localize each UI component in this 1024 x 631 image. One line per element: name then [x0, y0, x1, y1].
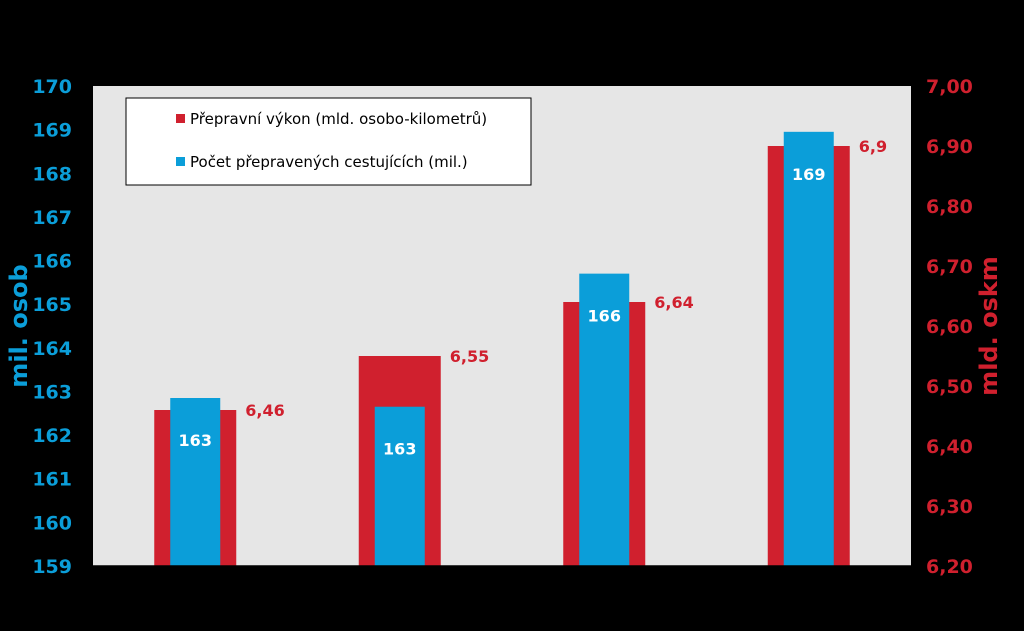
right-tick-label: 6,80	[926, 196, 973, 218]
left-tick-label: 162	[32, 425, 72, 447]
bar-passenger-count	[579, 273, 630, 566]
left-tick-label: 168	[32, 163, 72, 185]
data-label-passengers: 169	[792, 165, 825, 184]
legend-label-passengers: Počet přepravených cestujících (mil.)	[190, 153, 468, 171]
right-axis-ticks: 6,20 6,30 6,40 6,50 6,60 6,70 6,80 6,90 7,00	[926, 76, 973, 578]
left-tick-label: 169	[32, 120, 72, 142]
data-label-performance: 6,9	[859, 137, 887, 156]
right-tick-label: 6,30	[926, 496, 973, 518]
data-labels: 6,46 163 6,55 163 6,64 166 6,9 169	[179, 137, 888, 459]
legend-swatch-red	[176, 114, 185, 123]
data-label-passengers: 166	[588, 307, 621, 326]
left-tick-label: 159	[32, 556, 72, 578]
data-label-performance: 6,46	[245, 401, 284, 420]
left-axis-title: mil. osob	[5, 264, 33, 387]
left-tick-label: 160	[32, 512, 72, 534]
right-tick-label: 6,60	[926, 316, 973, 338]
legend: Přepravní výkon (mld. osobo-kilometrů) P…	[125, 97, 532, 186]
right-tick-label: 6,50	[926, 376, 973, 398]
legend-box	[125, 97, 532, 186]
left-tick-label: 170	[32, 76, 72, 98]
left-tick-label: 164	[32, 338, 72, 360]
right-tick-label: 6,70	[926, 256, 973, 278]
left-tick-label: 167	[32, 207, 72, 229]
data-label-passengers: 163	[383, 440, 416, 459]
left-tick-label: 161	[32, 469, 72, 491]
left-tick-label: 163	[32, 381, 72, 403]
right-tick-label: 7,00	[926, 76, 973, 98]
legend-swatch-blue	[176, 157, 185, 166]
left-axis-ticks: 159 160 161 162 163 164 165 166 167 168 169 170	[32, 76, 72, 578]
legend-label-performance: Přepravní výkon (mld. osobo-kilometrů)	[190, 110, 487, 128]
data-label-passengers: 163	[179, 431, 212, 450]
bars	[154, 131, 850, 566]
bar-passenger-count	[783, 131, 834, 566]
left-tick-label: 166	[32, 251, 72, 273]
data-label-performance: 6,64	[654, 293, 693, 312]
right-axis-title: mld. oskm	[975, 256, 1003, 396]
left-tick-label: 165	[32, 294, 72, 316]
bar-passenger-count	[170, 398, 221, 566]
x-axis-ticks	[297, 566, 707, 571]
right-tick-label: 6,40	[926, 436, 973, 458]
right-tick-label: 6,90	[926, 136, 973, 158]
data-label-performance: 6,55	[450, 347, 489, 366]
bar-passenger-count	[374, 406, 425, 566]
right-tick-label: 6,20	[926, 556, 973, 578]
